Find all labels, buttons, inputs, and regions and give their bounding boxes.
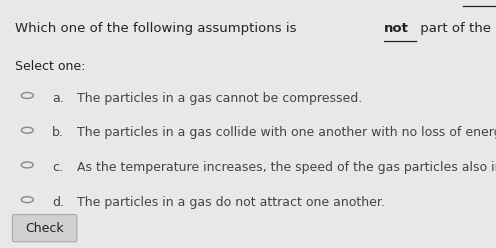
Text: Check: Check: [25, 222, 64, 235]
Text: The particles in a gas cannot be compressed.: The particles in a gas cannot be compres…: [77, 92, 362, 105]
Text: As the temperature increases, the speed of the gas particles also increases.: As the temperature increases, the speed …: [77, 161, 496, 174]
Text: Which one of the following assumptions is: Which one of the following assumptions i…: [15, 22, 301, 35]
Text: Select one:: Select one:: [15, 60, 85, 72]
Text: The particles in a gas collide with one another with no loss of energy.: The particles in a gas collide with one …: [77, 126, 496, 139]
Text: c.: c.: [52, 161, 63, 174]
Text: d.: d.: [52, 196, 64, 209]
Text: The particles in a gas do not attract one another.: The particles in a gas do not attract on…: [77, 196, 385, 209]
Text: part of the Kinetic Molecular Theory?: part of the Kinetic Molecular Theory?: [416, 22, 496, 35]
Text: a.: a.: [52, 92, 64, 105]
Text: b.: b.: [52, 126, 64, 139]
Text: not: not: [383, 22, 409, 35]
FancyBboxPatch shape: [12, 215, 77, 242]
